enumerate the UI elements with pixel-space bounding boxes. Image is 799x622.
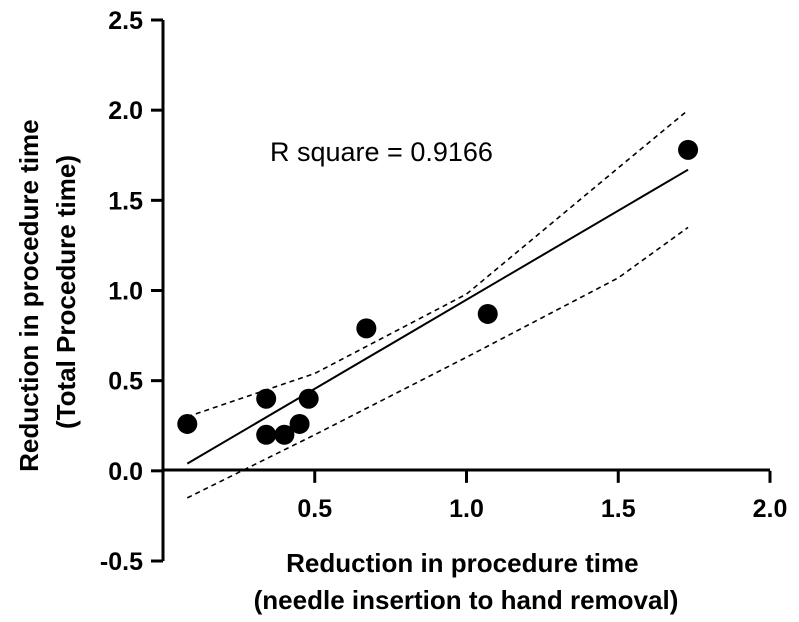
x-axis-title: Reduction in procedure time (needle inse… [254,548,679,615]
data-point [256,424,277,445]
x-tick-label: 0.5 [297,495,332,523]
y-axis-title-line-2: (Total Procedure time) [51,155,81,429]
r-square-annotation: R square = 0.9166 [270,137,493,167]
x-tick-label: 2.0 [753,495,788,523]
y-tick-label: 2.5 [108,7,143,35]
y-axis-title: Reduction in procedure time (Total Proce… [14,112,81,472]
x-axis-title-line-1: Reduction in procedure time [286,548,639,578]
confidence-upper-line [187,109,689,418]
data-point [274,424,295,445]
x-axis: 0.5 1.0 1.5 2.0 [163,468,788,523]
data-point [678,139,699,160]
x-axis-title-line-2: (needle insertion to hand removal) [254,585,679,615]
y-tick-label: 1.5 [108,187,143,215]
y-tick-label: 0.5 [108,368,143,396]
data-point [356,318,377,339]
x-tick-label: 1.0 [449,495,484,523]
y-tick-label: 1.0 [108,278,143,306]
data-point [477,303,498,324]
data-point [256,388,277,409]
data-point [298,388,319,409]
data-point [177,413,198,434]
confidence-lower-line [186,226,689,499]
data-point [289,413,310,434]
y-tick-label: 0.0 [108,458,143,486]
regression-line [186,168,689,465]
x-tick-label: 1.5 [601,495,636,523]
y-tick-label: -0.5 [100,548,143,576]
y-axis-title-line-1: Reduction in procedure time [14,119,44,472]
y-tick-label: 2.0 [108,97,143,125]
y-axis: -0.5 0.0 0.5 1.0 1.5 2.0 2.5 [100,7,165,576]
